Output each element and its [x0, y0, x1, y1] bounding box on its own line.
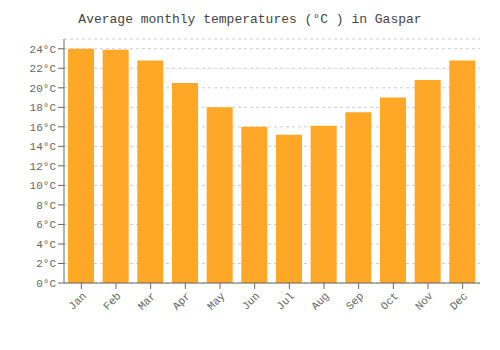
svg-text:Jan: Jan — [66, 290, 88, 312]
svg-text:Nov: Nov — [413, 290, 436, 313]
svg-text:14°C: 14°C — [30, 141, 57, 153]
html-text:Average monthly temperatures (: Average monthly temperatures (°C ) in Ga… — [78, 12, 422, 27]
svg-text:May: May — [205, 290, 228, 313]
svg-text:22°C: 22°C — [30, 63, 57, 75]
svg-text:Jul: Jul — [274, 290, 296, 312]
svg-text:Jun: Jun — [240, 290, 262, 312]
svg-text:4°C: 4°C — [36, 239, 56, 251]
svg-text:10°C: 10°C — [30, 180, 57, 192]
svg-text:Apr: Apr — [170, 290, 192, 312]
svg-text:12°C: 12°C — [30, 161, 57, 173]
svg-text:8°C: 8°C — [36, 200, 56, 212]
svg-text:Sep: Sep — [344, 290, 366, 312]
svg-text:Dec: Dec — [448, 290, 470, 312]
svg-text:18°C: 18°C — [30, 102, 57, 114]
svg-text:Mar: Mar — [136, 290, 158, 312]
svg-text:0°C: 0°C — [36, 278, 56, 290]
svg-text:Oct: Oct — [378, 290, 400, 312]
svg-text:16°C: 16°C — [30, 122, 57, 134]
svg-text:Feb: Feb — [101, 290, 123, 312]
svg-text:6°C: 6°C — [36, 219, 56, 231]
svg-text:20°C: 20°C — [30, 83, 57, 95]
svg-text:2°C: 2°C — [36, 258, 56, 270]
svg-text:Aug: Aug — [309, 290, 331, 312]
svg-text:24°C: 24°C — [30, 44, 57, 56]
